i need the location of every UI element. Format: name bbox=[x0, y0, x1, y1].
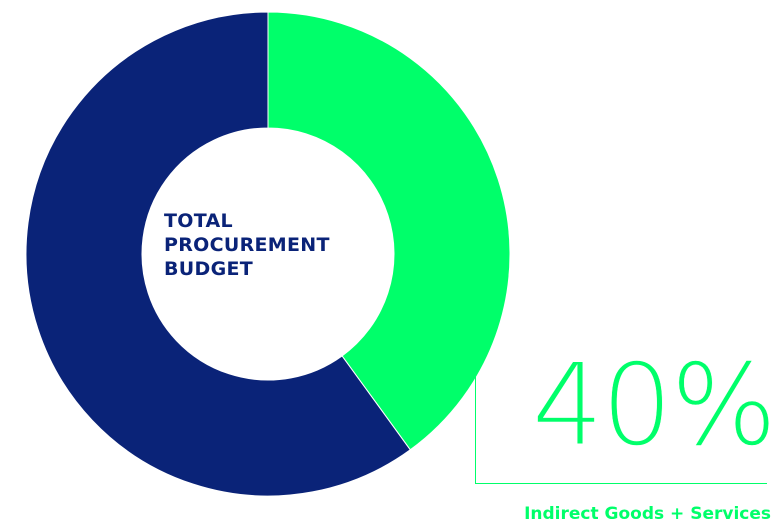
slice-category-label: Indirect Goods + Services bbox=[524, 504, 771, 524]
donut-slice-2 bbox=[25, 11, 411, 497]
donut-center-label: TOTAL PROCUREMENT BUDGET bbox=[164, 209, 404, 281]
callout-bracket-line bbox=[475, 372, 767, 484]
donut-slice-1 bbox=[267, 11, 511, 451]
center-label-line-3: BUDGET bbox=[164, 258, 254, 280]
center-label-line-1: TOTAL bbox=[164, 210, 233, 232]
slice-percentage-label: 40% bbox=[532, 341, 775, 471]
center-label-line-2: PROCUREMENT bbox=[164, 234, 330, 256]
